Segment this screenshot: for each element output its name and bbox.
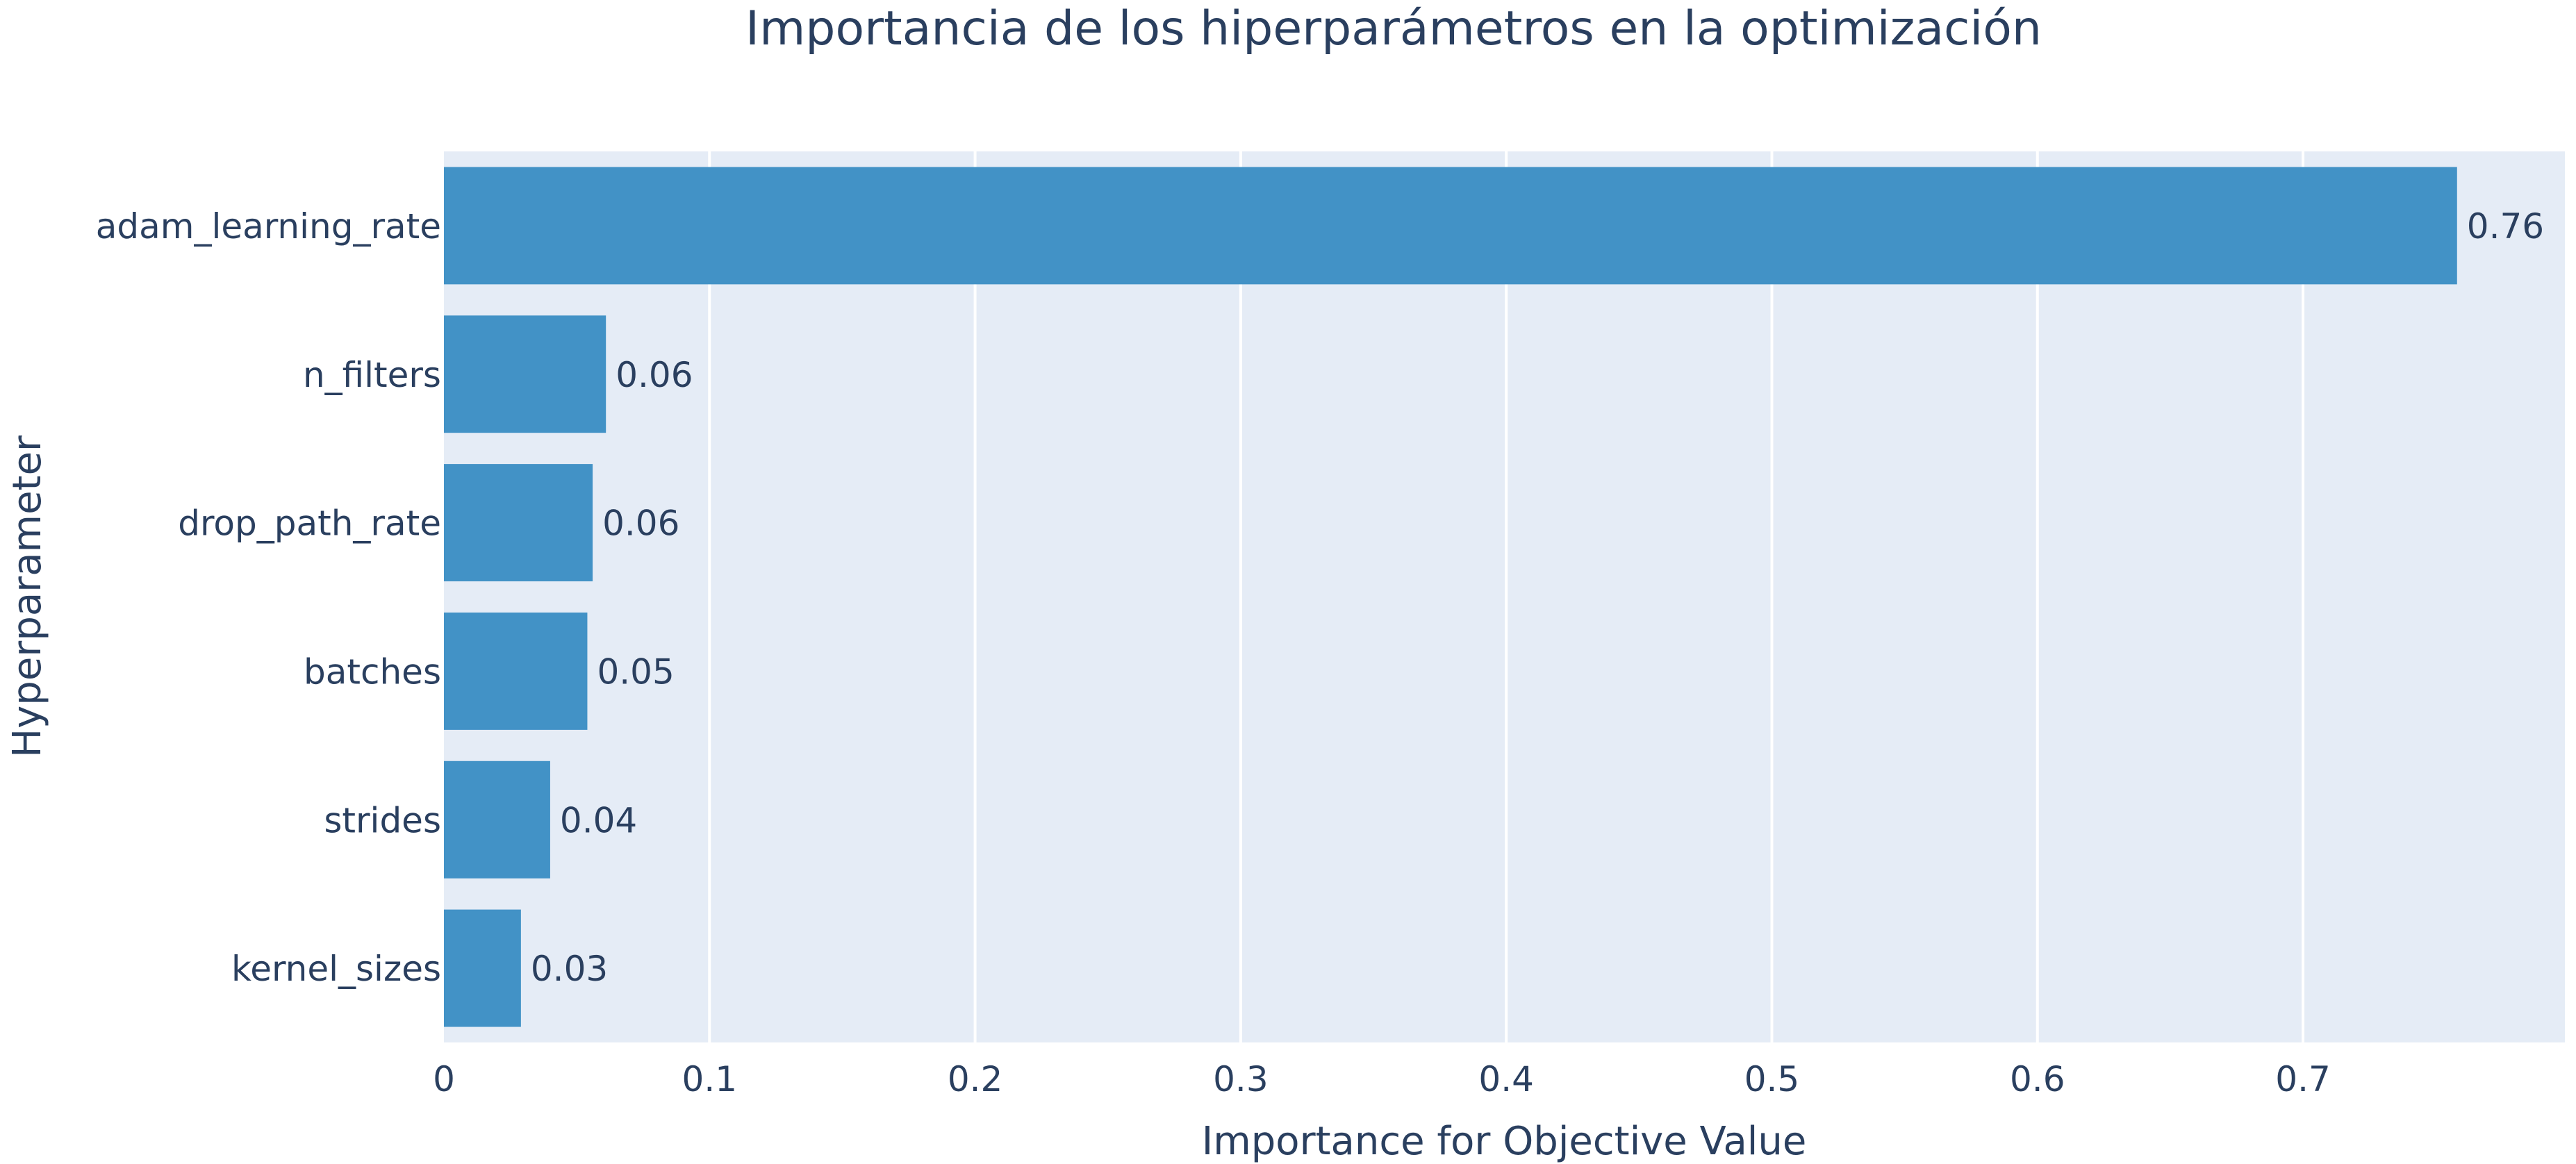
category-label: n_filters	[303, 355, 441, 395]
x-tick-label: 0.5	[1744, 1059, 1800, 1099]
bar-drop-path-rate	[444, 464, 593, 582]
bar-batches	[444, 612, 588, 730]
category-label: kernel_sizes	[231, 949, 441, 989]
x-tick-label: 0.7	[2275, 1059, 2331, 1099]
x-tick-labels: 0 0.1 0.2 0.3 0.4 0.5 0.6 0.7	[433, 1059, 2331, 1099]
x-tick-label: 0.3	[1213, 1059, 1269, 1099]
x-tick-label: 0.4	[1478, 1059, 1534, 1099]
data-label: 0.06	[602, 504, 679, 544]
x-tick-label: 0	[433, 1059, 455, 1099]
category-label: adam_learning_rate	[96, 206, 441, 247]
y-axis-title: Hyperparameter	[5, 435, 50, 758]
data-label: 0.05	[597, 651, 674, 692]
bars	[444, 167, 2457, 1027]
bar-adam-learning-rate	[444, 167, 2457, 285]
category-label: batches	[304, 651, 441, 692]
plot-area	[444, 151, 2565, 1042]
x-axis-title: Importance for Objective Value	[1202, 1119, 1807, 1164]
category-label: drop_path_rate	[178, 504, 441, 544]
chart-title: Importancia de los hiperparámetros en la…	[745, 1, 2042, 56]
bar-n-filters	[444, 315, 606, 433]
category-label: strides	[324, 800, 441, 840]
x-tick-label: 0.6	[2010, 1059, 2065, 1099]
x-tick-label: 0.2	[948, 1059, 1003, 1099]
category-labels: adam_learning_rate n_filters drop_path_rat…	[96, 206, 441, 989]
x-tick-label: 0.1	[682, 1059, 738, 1099]
data-label: 0.04	[560, 800, 637, 840]
data-label: 0.06	[616, 355, 693, 395]
gridlines	[708, 151, 2305, 1042]
data-label: 0.76	[2467, 206, 2544, 247]
data-labels: 0.76 0.06 0.06 0.05 0.04 0.03	[531, 206, 2544, 989]
data-label: 0.03	[531, 949, 608, 989]
bar-kernel-sizes	[444, 909, 521, 1027]
bar-strides	[444, 760, 550, 879]
